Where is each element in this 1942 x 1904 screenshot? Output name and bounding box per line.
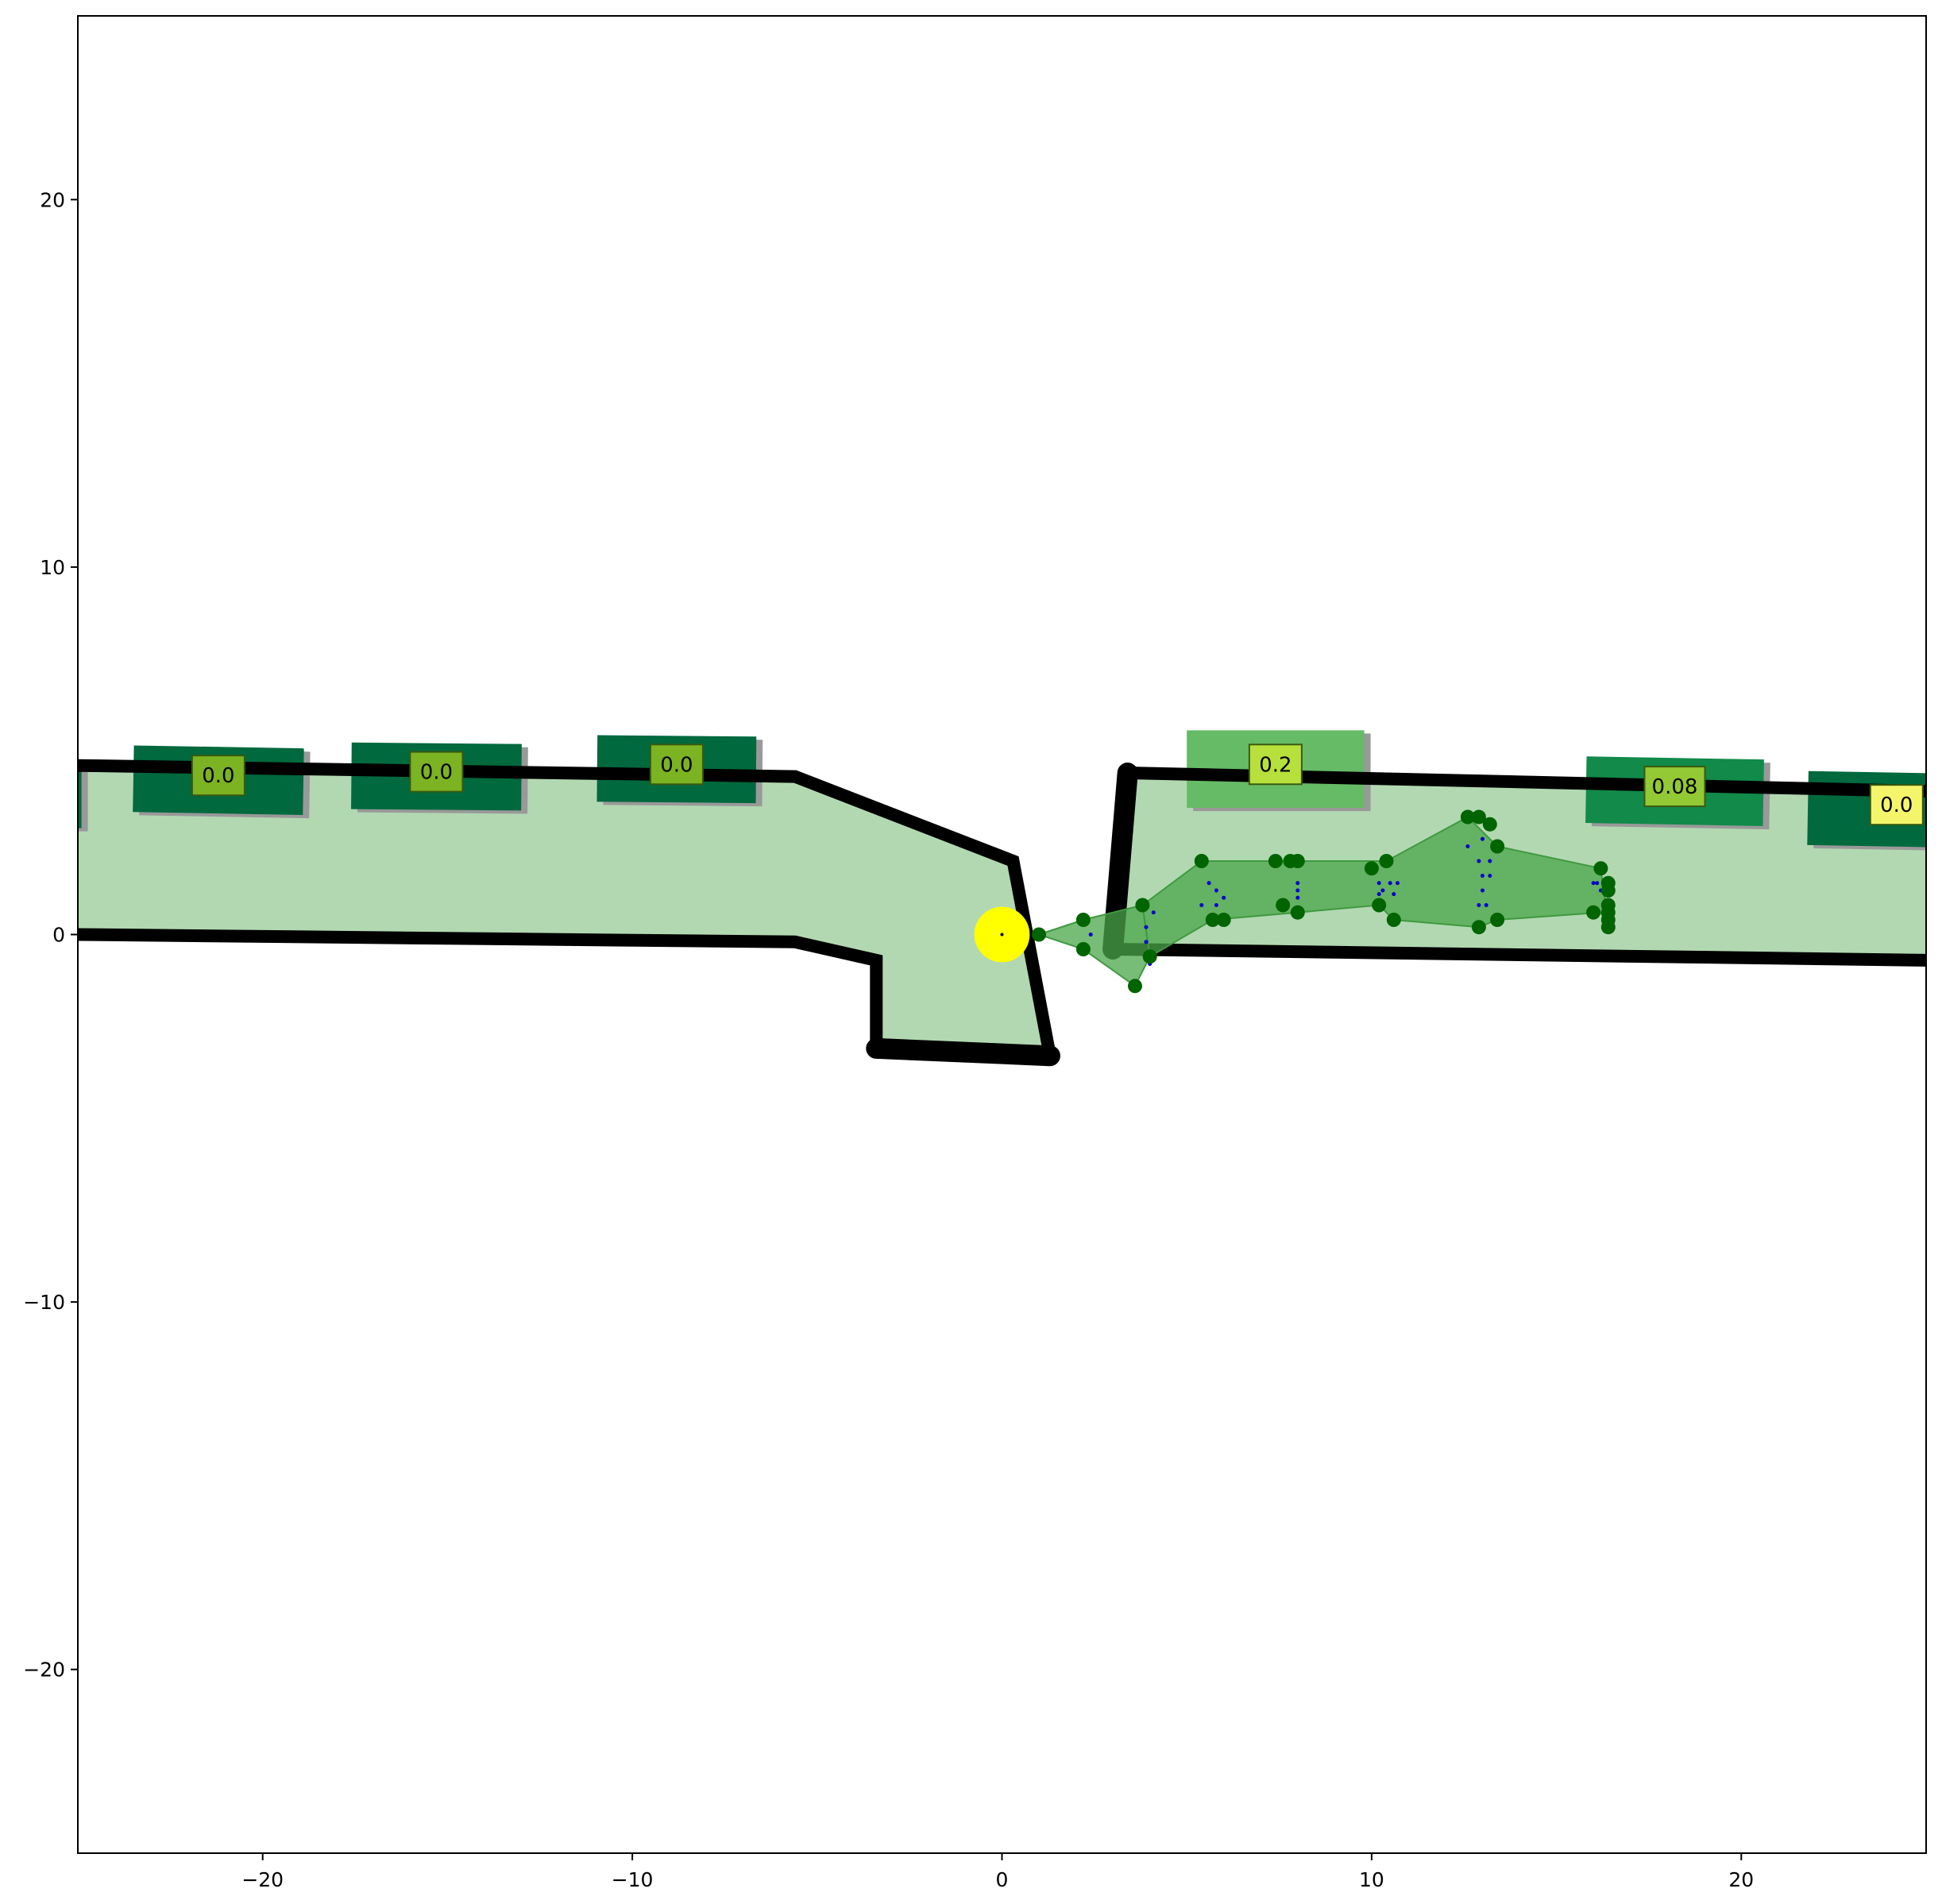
trajectory-dot xyxy=(1477,859,1481,863)
boundary-line-2 xyxy=(866,1037,1060,1067)
trajectory-dot xyxy=(1477,903,1481,907)
prediction-point xyxy=(1268,854,1283,868)
y-tick-label: 0 xyxy=(52,924,65,947)
trajectory-dot xyxy=(1295,895,1300,900)
prediction-point xyxy=(1372,898,1387,913)
prediction-point xyxy=(1276,898,1291,913)
prediction-point xyxy=(1135,898,1150,913)
prediction-point xyxy=(1032,927,1046,942)
vehicle-0 xyxy=(78,761,88,832)
prediction-point xyxy=(1364,861,1379,876)
score-box xyxy=(409,751,464,793)
score-label: 0.0 xyxy=(420,761,453,785)
trajectory-dot xyxy=(1207,881,1211,886)
score-label: 0.0 xyxy=(660,753,693,777)
trajectory-dot xyxy=(1214,888,1218,893)
trajectory-dot xyxy=(1484,903,1488,907)
trajectory-dot xyxy=(1222,895,1226,900)
trajectory-dot xyxy=(1481,888,1484,893)
trajectory-dot xyxy=(1144,925,1149,929)
x-tick-label: 10 xyxy=(1359,1868,1384,1891)
trajectory-dot xyxy=(1481,874,1484,878)
vehicle-shadow xyxy=(78,764,88,832)
prediction-point xyxy=(1471,809,1486,825)
trajectory-dot xyxy=(1151,910,1156,915)
trajectory-dot xyxy=(1295,881,1300,886)
prediction-hull-0 xyxy=(1036,904,1151,987)
prediction-point xyxy=(1290,905,1305,920)
prediction-point xyxy=(1142,949,1157,964)
x-tick-label: −20 xyxy=(241,1868,284,1891)
trajectory-dot xyxy=(1088,933,1093,937)
prediction-point xyxy=(1460,809,1475,825)
prediction-point xyxy=(1593,861,1608,876)
prediction-point xyxy=(1586,905,1601,920)
y-tick-label: −20 xyxy=(23,1659,65,1682)
x-tick-label: 20 xyxy=(1728,1868,1754,1891)
prediction-point xyxy=(1075,913,1091,927)
y-tick-label: 10 xyxy=(40,556,65,579)
x-tick-label: 0 xyxy=(996,1868,1009,1891)
prediction-point xyxy=(1205,913,1220,927)
score-label: 0.2 xyxy=(1259,753,1291,777)
trajectory-dot xyxy=(1295,888,1300,893)
score-box xyxy=(1643,766,1706,808)
boundary-line-4 xyxy=(1112,943,1926,967)
prediction-point xyxy=(1290,854,1305,868)
trajectory-dot xyxy=(1144,940,1149,944)
trajectory-dot xyxy=(1376,881,1381,886)
trajectory-dot xyxy=(1392,892,1396,897)
trajectory-dot xyxy=(1380,888,1385,893)
prediction-point xyxy=(1600,883,1616,898)
trajectory-dot xyxy=(1199,903,1204,907)
drivable-area-left xyxy=(78,765,1050,1056)
ego-center xyxy=(1000,933,1004,937)
axis-ticks: −20 −10 0 10 20 −20 −10 0 10 20 xyxy=(23,188,1754,1891)
score-box xyxy=(1869,784,1924,826)
score-label: 0.0 xyxy=(202,764,234,788)
prediction-point xyxy=(1482,817,1497,832)
trajectory-dot xyxy=(1465,844,1470,848)
y-tick-label: 20 xyxy=(40,188,65,211)
prediction-point xyxy=(1075,942,1091,956)
prediction-point xyxy=(1490,913,1505,927)
boundary-line-1 xyxy=(78,928,883,1049)
prediction-point xyxy=(1128,979,1142,994)
vehicle-body xyxy=(78,761,82,828)
prediction-point xyxy=(1379,854,1394,868)
trajectory-dot xyxy=(1396,881,1400,886)
trajectory-dot xyxy=(1595,881,1600,886)
plot-area: 0.0 0.0 0.0 0.2 0.08 0.0 xyxy=(78,730,1926,1067)
y-tick-label: −10 xyxy=(23,1291,65,1314)
prediction-point xyxy=(1490,839,1505,854)
trajectory-dot xyxy=(1481,836,1484,841)
prediction-point xyxy=(1471,920,1486,935)
trajectory-dot xyxy=(1214,903,1218,907)
trajectory-dot xyxy=(1388,881,1392,886)
x-tick-label: −10 xyxy=(612,1868,654,1891)
trajectory-dot xyxy=(1376,892,1381,897)
prediction-point xyxy=(1386,913,1401,927)
score-box xyxy=(649,743,704,786)
score-label: 0.0 xyxy=(1880,794,1913,817)
trajectory-dot xyxy=(1488,874,1492,878)
prediction-point xyxy=(1194,854,1209,868)
trajectory-dot xyxy=(1591,881,1596,886)
score-box xyxy=(191,755,245,797)
score-box xyxy=(1248,743,1303,786)
prediction-point xyxy=(1216,913,1231,927)
prediction-point xyxy=(1600,920,1616,935)
score-label: 0.08 xyxy=(1652,775,1698,799)
trajectory-dot xyxy=(1488,859,1492,863)
